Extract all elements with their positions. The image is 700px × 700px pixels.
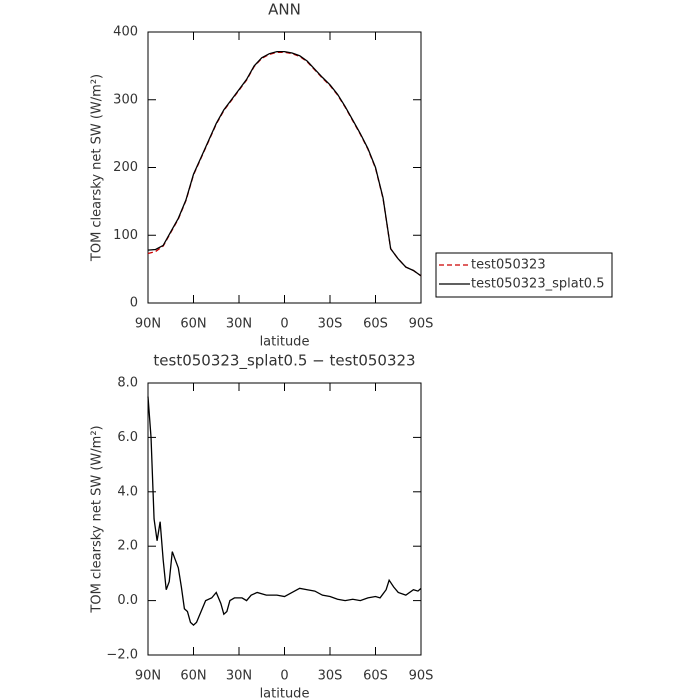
data-line [147,396,422,626]
y-axis-label: TOM clearsky net SW (W/m²) [90,74,105,262]
y-tick-label: 300 [113,92,138,107]
x-tick-label: 60S [363,317,388,332]
legend-label: test050323 [471,258,546,273]
y-axis-label: TOM clearsky net SW (W/m²) [90,425,105,613]
x-tick-label: 60N [180,669,206,684]
data-line [147,51,422,277]
x-tick-label: 60N [180,317,206,332]
x-tick-label: 60S [363,669,388,684]
x-axis-label: latitude [260,335,310,350]
y-tick-label: 0 [130,296,138,311]
x-tick-label: 90S [409,317,434,332]
legend-box [435,252,613,298]
y-tick-label: 400 [113,25,138,40]
chart-title: ANN [268,1,301,19]
x-tick-label: 0 [280,317,288,332]
x-tick-label: 90N [135,669,161,684]
x-tick-label: 30S [318,317,343,332]
x-tick-label: 0 [280,669,288,684]
data-line [147,51,422,277]
y-tick-label: −2.0 [106,648,138,663]
x-tick-label: 30N [226,669,252,684]
x-axis-label: latitude [260,687,310,700]
y-tick-label: 8.0 [117,376,138,391]
y-tick-label: 100 [113,228,138,243]
chart-title: test050323_splat0.5 − test050323 [153,352,415,371]
x-tick-label: 30N [226,317,252,332]
legend-label: test050323_splat0.5 [471,277,604,292]
x-tick-label: 90N [135,317,161,332]
y-tick-label: 200 [113,160,138,175]
plot-frame [147,382,422,656]
y-tick-label: 0.0 [117,593,138,608]
y-tick-label: 2.0 [117,539,138,554]
x-tick-label: 30S [318,669,343,684]
y-tick-label: 4.0 [117,484,138,499]
x-tick-label: 90S [409,669,434,684]
y-tick-label: 6.0 [117,430,138,445]
plot-frame [147,31,422,304]
